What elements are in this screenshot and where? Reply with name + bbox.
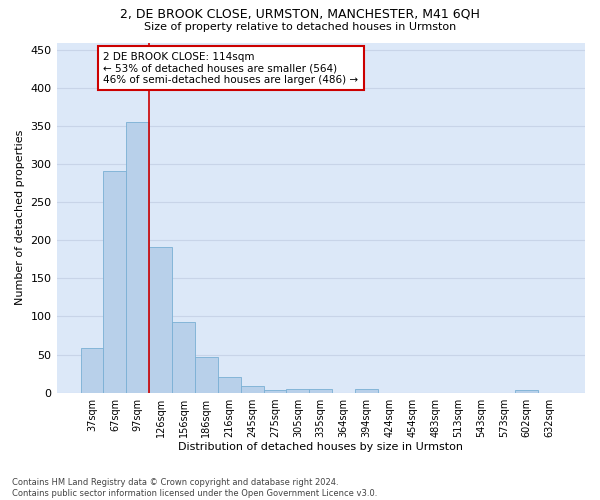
Text: 2, DE BROOK CLOSE, URMSTON, MANCHESTER, M41 6QH: 2, DE BROOK CLOSE, URMSTON, MANCHESTER, …	[120, 8, 480, 20]
Bar	[218, 376, 241, 392]
Bar	[103, 171, 127, 392]
Bar	[172, 322, 195, 392]
Bar	[515, 390, 538, 392]
Bar	[127, 122, 149, 392]
Bar	[355, 389, 378, 392]
Y-axis label: Number of detached properties: Number of detached properties	[15, 130, 25, 305]
Bar	[286, 389, 310, 392]
Bar	[263, 390, 286, 392]
Bar	[195, 357, 218, 392]
Text: 2 DE BROOK CLOSE: 114sqm
← 53% of detached houses are smaller (564)
46% of semi-: 2 DE BROOK CLOSE: 114sqm ← 53% of detach…	[103, 52, 359, 85]
Bar	[310, 389, 332, 392]
Text: Size of property relative to detached houses in Urmston: Size of property relative to detached ho…	[144, 22, 456, 32]
Text: Contains HM Land Registry data © Crown copyright and database right 2024.
Contai: Contains HM Land Registry data © Crown c…	[12, 478, 377, 498]
Bar	[149, 247, 172, 392]
X-axis label: Distribution of detached houses by size in Urmston: Distribution of detached houses by size …	[178, 442, 463, 452]
Bar	[241, 386, 263, 392]
Bar	[80, 348, 103, 393]
